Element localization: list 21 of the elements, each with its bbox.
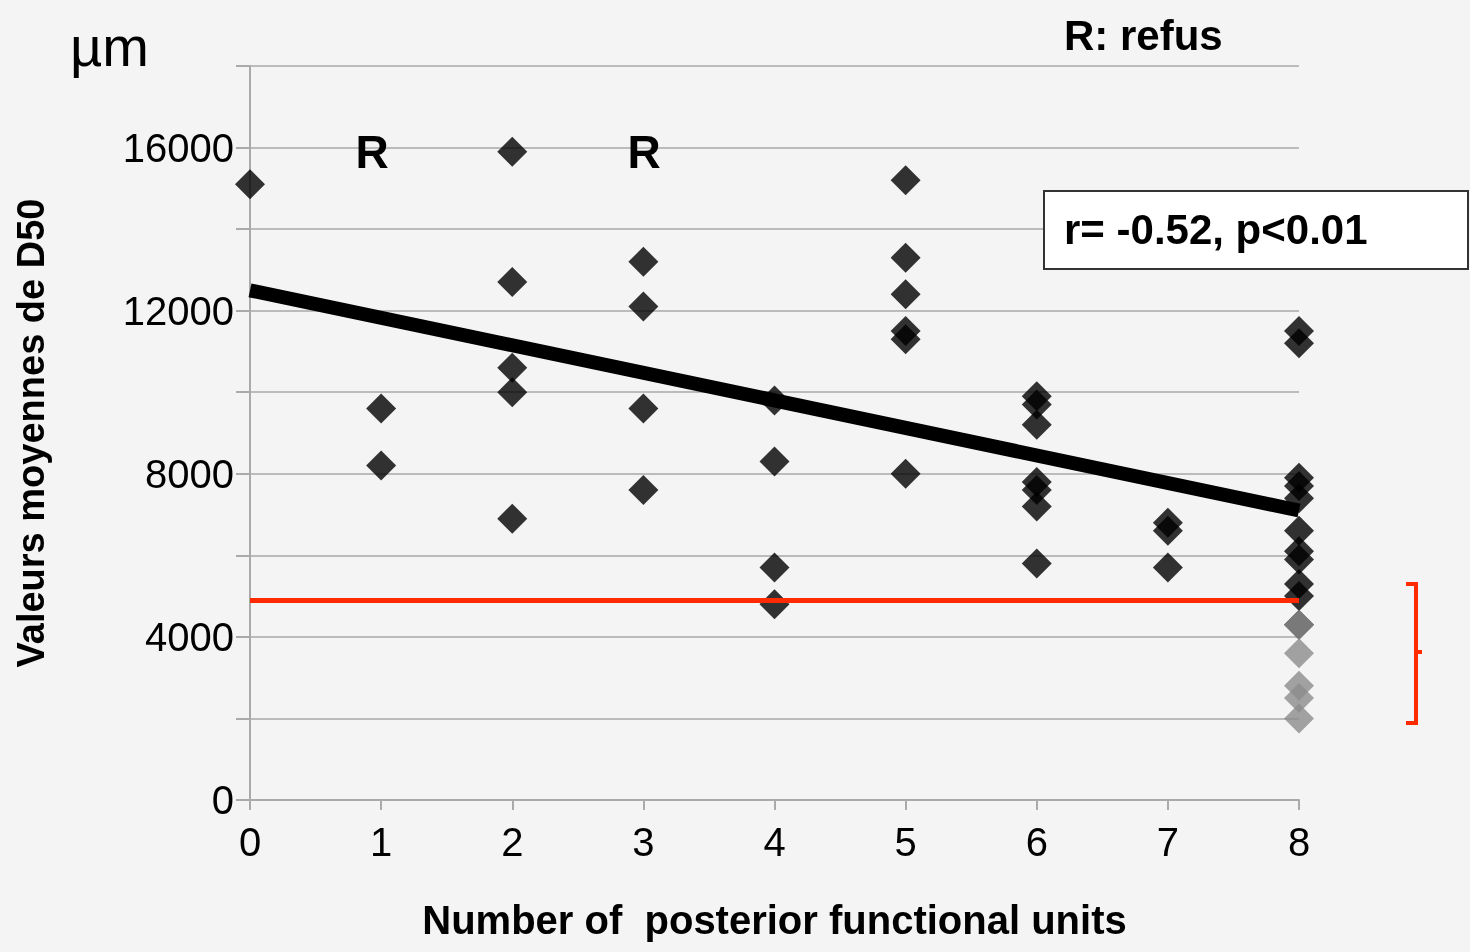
y-tick-label: 0 <box>211 778 234 822</box>
y-tick-label: 4000 <box>145 614 234 659</box>
text: µm <box>70 14 149 78</box>
x-tick-label: 0 <box>238 820 262 864</box>
annotation: R <box>627 126 661 178</box>
annotation: R <box>355 126 389 178</box>
x-tick-label: 3 <box>632 820 655 864</box>
x-tick-label: 8 <box>1287 820 1311 864</box>
y-tick-label: 8000 <box>145 451 234 496</box>
x-tick-label: 1 <box>370 820 393 864</box>
y-axis-title: Valeurs moyennes de D50 <box>10 198 52 668</box>
x-tick-label: 7 <box>1156 820 1179 864</box>
y-tick-label: 16000 <box>122 125 234 170</box>
y-tick-label: 12000 <box>122 288 234 333</box>
annotation: r= -0.52, p<0.01 <box>1064 205 1368 253</box>
x-tick-label: 6 <box>1025 820 1048 864</box>
x-tick-label: 5 <box>894 820 917 864</box>
x-tick-label: 2 <box>501 820 524 864</box>
x-tick-label: 4 <box>763 820 786 864</box>
x-axis-title: Number of posterior functional units <box>422 898 1127 942</box>
text: R: refus <box>1064 11 1223 59</box>
